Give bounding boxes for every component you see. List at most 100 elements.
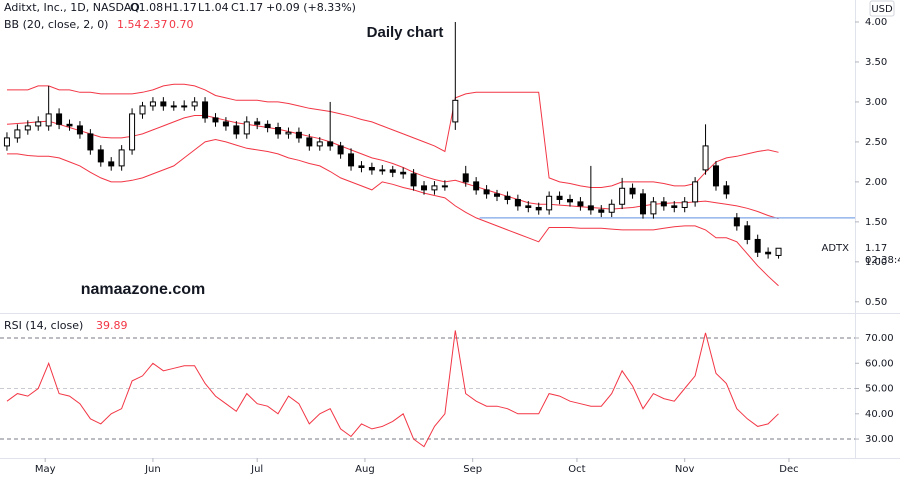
candle-body	[139, 105, 146, 115]
rsi-value: 39.89	[96, 319, 128, 332]
ohlc-close: C1.17	[231, 1, 263, 14]
candle-body	[462, 173, 469, 183]
symbol-label: ADTX	[822, 243, 850, 254]
candle-body	[650, 201, 657, 215]
x-tick-label: Sep	[463, 464, 482, 475]
band-lower	[7, 138, 779, 287]
x-tick-label: May	[35, 464, 56, 475]
candle-body	[535, 206, 542, 211]
y-tick-label: 3.50	[865, 57, 887, 68]
ohlc-low: L1.04	[198, 1, 229, 14]
candle-body	[191, 101, 198, 107]
candle-body	[295, 131, 302, 139]
candle-body	[275, 127, 282, 135]
currency: USD	[871, 4, 893, 15]
candle-body	[327, 141, 334, 147]
candle-body	[264, 123, 271, 129]
candle-body	[202, 101, 209, 119]
candle-body	[243, 121, 250, 135]
candle-body	[421, 185, 428, 191]
annotation: Daily chart	[367, 24, 444, 41]
band-upper	[7, 83, 779, 188]
candle-body	[441, 185, 448, 188]
candle-body	[431, 185, 438, 191]
y-tick-label: 2.00	[865, 177, 887, 188]
candle-body	[733, 217, 740, 227]
candle-body	[712, 165, 719, 187]
x-tick-label: Jun	[144, 464, 161, 475]
symbol-title: Aditxt, Inc., 1D, NASDAQ	[4, 1, 140, 14]
countdown: 02:38:41	[865, 255, 900, 266]
legend: Aditxt, Inc., 1D, NASDAQ O1.08 H1.17 L1.…	[4, 1, 356, 332]
candle-body	[160, 101, 167, 107]
candle-body	[702, 145, 709, 171]
y-tick-label: 1.00	[865, 257, 887, 268]
x-tick-label: Aug	[355, 464, 375, 475]
candle-body	[316, 141, 323, 147]
candle-body	[400, 171, 407, 175]
candle-body	[525, 205, 532, 208]
candle-body	[108, 161, 115, 167]
candle-body	[744, 225, 751, 240]
candle-body	[76, 125, 83, 135]
candle-body	[337, 145, 344, 155]
rsi-title: RSI (14, close)	[4, 319, 83, 332]
candle-body	[285, 131, 292, 135]
x-tick-label: Nov	[675, 464, 695, 475]
candle-body	[754, 238, 761, 253]
x-tick-label: Jul	[250, 464, 263, 475]
indicator-value: 2.37	[143, 18, 168, 31]
candle-body	[45, 113, 52, 127]
annotation: namaazone.com	[81, 281, 205, 298]
candle-body	[170, 105, 177, 108]
ohlc-high: H1.17	[164, 1, 197, 14]
y-tick-label: 70.00	[865, 333, 894, 344]
candle-body	[619, 187, 626, 205]
candle-body	[306, 137, 313, 147]
candle-body	[504, 195, 511, 200]
candle-body	[629, 187, 636, 195]
candle-body	[671, 205, 678, 208]
candle-body	[692, 181, 699, 203]
candle-body	[358, 165, 365, 168]
candle-body	[483, 189, 490, 195]
y-tick-label: 50.00	[865, 384, 894, 395]
candle-body	[598, 209, 605, 213]
candle-body	[775, 247, 782, 256]
candle-body	[681, 201, 688, 208]
candle-body	[556, 195, 563, 200]
candle-body	[608, 203, 615, 213]
candle-body	[723, 185, 730, 195]
candle-body	[87, 133, 94, 151]
candle-body	[24, 125, 31, 131]
candle-body	[494, 193, 501, 197]
candle-body	[14, 129, 21, 139]
rsi-line	[6, 330, 779, 448]
y-tick-label: 2.50	[865, 137, 887, 148]
candle-body	[514, 198, 521, 207]
candle-body	[348, 153, 355, 167]
indicator-value: 1.54	[117, 18, 142, 31]
y-tick-label: 4.00	[865, 17, 887, 28]
candle-body	[577, 201, 584, 207]
candle-body	[222, 121, 229, 127]
candle-body	[546, 195, 553, 211]
candle-body	[212, 117, 219, 123]
candle-body	[149, 101, 156, 107]
y-tick-label: 30.00	[865, 434, 894, 445]
candle-body	[639, 193, 646, 215]
y-tick-label: 3.00	[865, 97, 887, 108]
candle-body	[181, 105, 188, 108]
candle-body	[389, 169, 396, 173]
currency-box	[869, 0, 895, 17]
candle-body	[66, 123, 73, 127]
x-tick-label: Dec	[779, 464, 798, 475]
ohlc-change: +0.09 (+8.33%)	[266, 1, 356, 14]
y-tick-label: 0.50	[865, 297, 887, 308]
candle-body	[368, 166, 375, 171]
candle-body	[473, 181, 480, 191]
candle-body	[567, 198, 573, 203]
candle-body	[254, 121, 261, 125]
